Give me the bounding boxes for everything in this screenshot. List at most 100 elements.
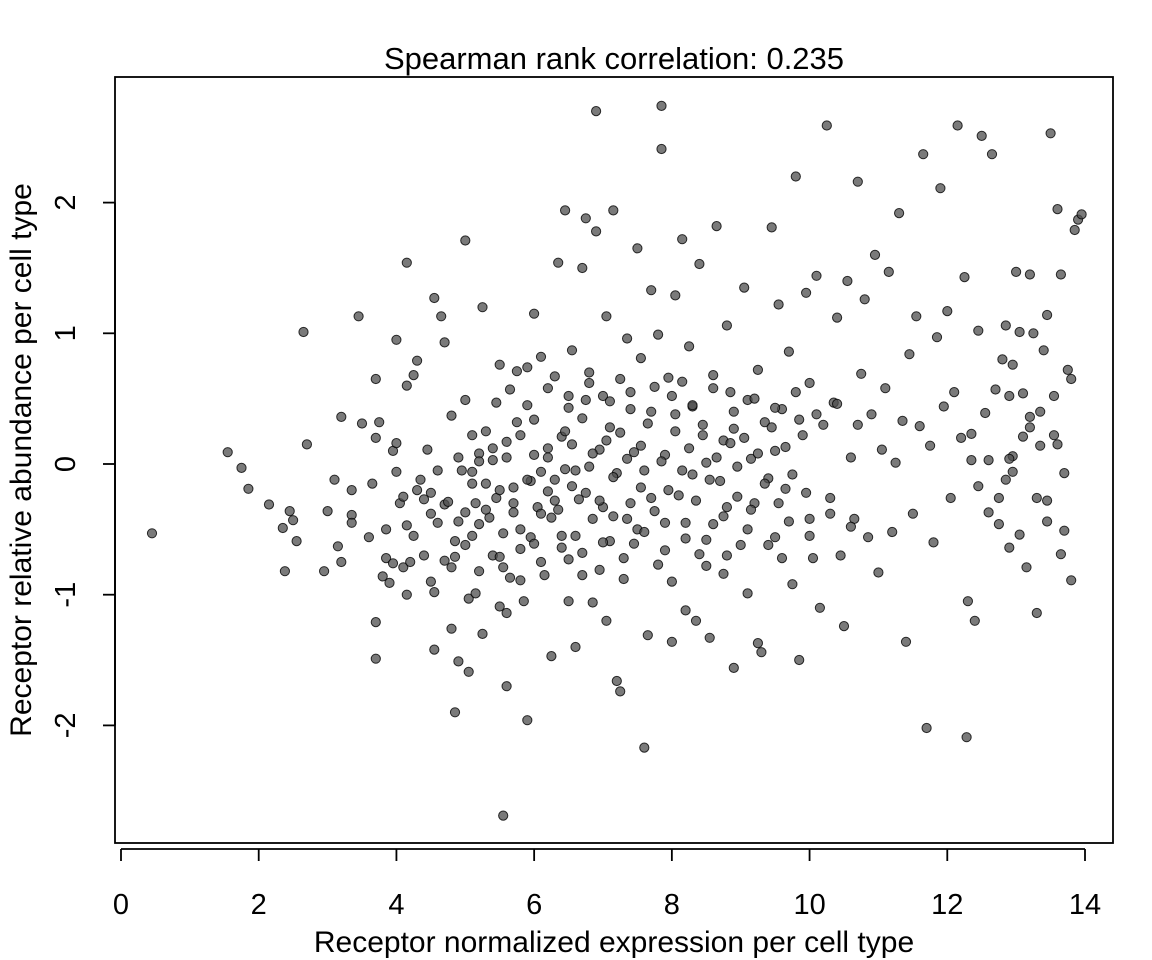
data-point <box>429 644 440 655</box>
data-point <box>825 492 836 504</box>
data-point <box>263 499 275 510</box>
data-point <box>474 456 485 467</box>
data-point <box>656 143 667 155</box>
data-point <box>1045 128 1056 139</box>
data-point <box>601 311 612 322</box>
data-point <box>869 249 881 260</box>
data-point <box>739 432 750 443</box>
data-point <box>856 368 867 379</box>
data-point <box>570 530 581 542</box>
data-point <box>1017 388 1029 399</box>
data-point <box>511 417 523 428</box>
data-point <box>370 653 381 664</box>
data-point <box>684 341 695 352</box>
data-point <box>498 562 509 573</box>
y-tick-label: -1 <box>50 582 82 608</box>
data-point <box>721 550 733 561</box>
data-point <box>728 406 739 417</box>
data-point <box>501 452 512 463</box>
data-point <box>790 387 801 398</box>
data-point <box>474 519 485 530</box>
data-point <box>425 576 436 587</box>
data-point <box>966 455 977 466</box>
data-point <box>704 474 715 485</box>
data-point <box>460 394 471 406</box>
data-point <box>425 487 436 498</box>
data-point <box>467 478 478 489</box>
data-point <box>811 409 822 420</box>
data-point <box>1004 390 1015 402</box>
data-point <box>518 596 529 607</box>
data-point <box>467 530 478 542</box>
data-point <box>277 522 288 534</box>
data-point <box>708 519 719 530</box>
data-point <box>935 183 946 194</box>
data-point <box>477 628 488 640</box>
data-point <box>1042 516 1053 527</box>
data-point <box>412 355 423 366</box>
data-point <box>429 292 440 304</box>
data-point <box>563 554 574 565</box>
data-point <box>608 511 619 522</box>
data-point <box>418 550 430 561</box>
data-point <box>990 384 1001 395</box>
data-point <box>384 577 395 589</box>
data-point <box>776 553 788 564</box>
data-point <box>649 381 660 392</box>
data-point <box>553 504 564 515</box>
data-point <box>1004 542 1015 553</box>
data-point <box>694 258 705 270</box>
data-point <box>615 427 626 438</box>
data-point <box>535 351 547 362</box>
data-point <box>443 496 454 507</box>
data-point <box>883 266 894 277</box>
data-point <box>914 421 925 432</box>
data-point <box>319 566 330 577</box>
data-point <box>601 615 612 626</box>
data-point <box>704 632 715 643</box>
data-point <box>708 383 719 394</box>
data-point <box>546 512 557 523</box>
data-point <box>1014 529 1025 540</box>
data-point <box>1017 431 1029 442</box>
data-point <box>460 539 471 551</box>
data-point <box>1059 468 1070 479</box>
data-point <box>1011 266 1022 277</box>
data-point <box>560 205 571 216</box>
data-point <box>522 715 533 726</box>
data-point <box>549 474 560 485</box>
data-point <box>522 362 533 373</box>
data-point <box>677 465 688 476</box>
data-point <box>783 516 795 527</box>
data-point <box>907 508 919 519</box>
data-point <box>508 498 519 509</box>
data-point <box>1066 373 1077 385</box>
data-point <box>453 516 464 527</box>
data-point <box>973 325 984 336</box>
data-point <box>391 466 402 477</box>
data-point <box>814 602 826 613</box>
data-point <box>381 553 392 564</box>
data-point <box>1062 364 1073 375</box>
data-point <box>480 504 491 515</box>
data-point <box>353 311 364 322</box>
data-point <box>584 367 595 378</box>
data-point <box>408 530 419 542</box>
data-point <box>670 426 681 437</box>
data-point <box>666 390 678 402</box>
data-point <box>783 346 795 357</box>
data-point <box>966 428 977 439</box>
data-point <box>859 294 870 305</box>
data-point <box>711 221 722 232</box>
data-point <box>301 439 312 450</box>
data-point <box>1035 440 1046 451</box>
data-point <box>832 398 843 409</box>
data-point <box>1042 495 1053 506</box>
data-point <box>515 430 526 441</box>
data-point <box>370 432 381 443</box>
data-point <box>1069 224 1080 236</box>
data-point <box>401 257 412 268</box>
data-point <box>1024 422 1036 433</box>
data-point <box>511 366 523 377</box>
